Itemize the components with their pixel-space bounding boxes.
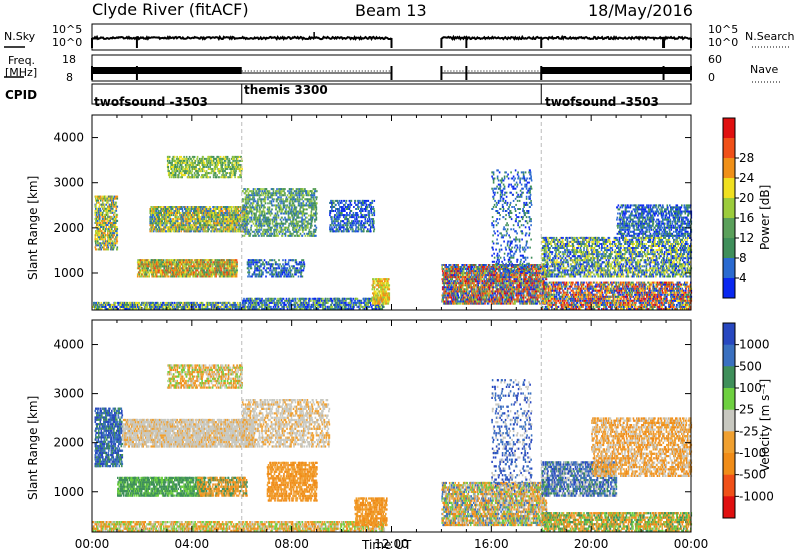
cpid-segment-3: twofsound -3503 — [545, 95, 659, 109]
nave-tick-top: 60 — [708, 53, 722, 66]
power-y-axis-title: Slant Range [km] — [26, 176, 40, 280]
x-tick-label: 00:00 — [75, 537, 110, 551]
x-tick-label: 04:00 — [175, 537, 210, 551]
power-colorbar-swatch — [723, 278, 735, 299]
x-tick-label: 00:00 — [674, 537, 709, 551]
power-y-tick-label: 1000 — [53, 266, 84, 280]
freq-trace — [541, 67, 691, 74]
velocity-y-axis-title: Slant Range [km] — [26, 396, 40, 500]
nsearch-tick-bottom: 10^0 — [708, 36, 738, 49]
power-colorbar-tick-label: 28 — [739, 151, 754, 165]
freq-trace — [92, 67, 242, 74]
velocity-colorbar-swatch — [723, 323, 735, 345]
velocity-y-tick-label: 1000 — [53, 485, 84, 499]
power-colorbar-swatch — [723, 158, 735, 179]
x-axis-title: Time UT — [362, 538, 411, 552]
power-colorbar-swatch — [723, 258, 735, 279]
date-title: 18/May/2016 — [588, 1, 693, 20]
velocity-colorbar-swatch — [723, 453, 735, 475]
velocity-colorbar-swatch — [723, 410, 735, 432]
x-tick-label: 08:00 — [274, 537, 309, 551]
power-colorbar-tick-label: 4 — [739, 271, 747, 285]
station-title: Clyde River (fitACF) — [92, 0, 249, 19]
velocity-heatmap — [93, 364, 693, 532]
freq-tick-bottom: 8 — [66, 71, 73, 84]
velocity-y-tick-label: 4000 — [53, 338, 84, 352]
cpid-segment-2: themis 3300 — [244, 83, 328, 97]
velocity-colorbar-tick-label: 25 — [739, 403, 754, 417]
x-tick-label: 20:00 — [574, 537, 609, 551]
nsearch-label: N.Search — [745, 30, 795, 43]
power-colorbar-swatch — [723, 138, 735, 159]
power-colorbar-swatch — [723, 118, 735, 139]
cpid-segment-1: twofsound -3503 — [94, 95, 208, 109]
power-frame — [92, 115, 691, 310]
velocity-colorbar-tick-label: 500 — [739, 359, 762, 373]
power-colorbar-swatch — [723, 218, 735, 239]
nsky-tick-bottom: 10^0 — [52, 36, 82, 49]
power-heatmap — [92, 156, 692, 310]
velocity-colorbar-tick-label: 1000 — [739, 338, 770, 352]
power-colorbar-tick-label: 16 — [739, 211, 754, 225]
velocity-y-tick-label: 3000 — [53, 387, 84, 401]
velocity-colorbar-swatch — [723, 366, 735, 388]
radar-summary-plot: 1000 2000 3000 4000 4 8 12 16 20 24 28 1000 2000 3000… — [0, 0, 800, 554]
velocity-colorbar-tick-label: -25 — [739, 424, 759, 438]
velocity-colorbar-swatch — [723, 496, 735, 518]
freq-tick-top: 18 — [62, 53, 76, 66]
velocity-colorbar-swatch — [723, 431, 735, 453]
x-tick-label: 16:00 — [474, 537, 509, 551]
power-colorbar-tick-label: 20 — [739, 191, 754, 205]
velocity-colorbar-title: Velocity [m s⁻¹] — [758, 379, 772, 472]
velocity-colorbar-swatch — [723, 345, 735, 367]
freq-unit-label: [MHz] — [5, 66, 37, 79]
power-y-tick-label: 2000 — [53, 221, 84, 235]
power-y-tick-label: 3000 — [53, 176, 84, 190]
nave-tick-bottom: 0 — [708, 71, 715, 84]
nsky-label: N.Sky — [4, 30, 35, 43]
nsky-trace — [441, 37, 691, 39]
power-colorbar-tick-label: 8 — [739, 251, 747, 265]
velocity-colorbar-tick-label: -1000 — [739, 489, 774, 503]
cpid-label: CPID — [5, 88, 37, 102]
nsearch-tick-top: 10^5 — [708, 23, 738, 36]
power-y-tick-label: 4000 — [53, 131, 84, 145]
power-colorbar-swatch — [723, 178, 735, 199]
velocity-colorbar-swatch — [723, 475, 735, 497]
nsky-tick-top: 10^5 — [52, 23, 82, 36]
velocity-y-tick-label: 2000 — [53, 436, 84, 450]
power-colorbar-swatch — [723, 198, 735, 219]
power-colorbar-tick-label: 12 — [739, 231, 754, 245]
power-colorbar-tick-label: 24 — [739, 171, 754, 185]
power-colorbar-title: Power [dB] — [758, 185, 772, 250]
power-colorbar-swatch — [723, 238, 735, 259]
beam-title: Beam 13 — [355, 1, 427, 20]
nave-label: Nave — [750, 63, 778, 76]
velocity-colorbar-swatch — [723, 388, 735, 410]
